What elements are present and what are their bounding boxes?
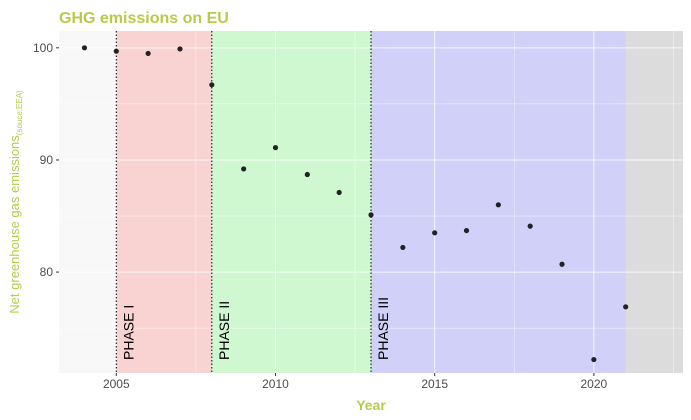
data-point-2019 xyxy=(559,261,565,267)
data-point-2011 xyxy=(304,171,310,178)
y-tick-label-80: 80 xyxy=(40,265,54,279)
data-point-2014 xyxy=(400,244,406,251)
data-point-2013 xyxy=(368,212,374,218)
chart-title: GHG emissions on EU xyxy=(59,10,229,27)
phase-label-2: PHASE II xyxy=(216,301,232,360)
phase-band-3 xyxy=(371,31,626,373)
phase-label-1: PHASE I xyxy=(120,305,136,360)
y-tick-label-100: 100 xyxy=(33,41,53,55)
y-axis-ticks: 80 90 100 xyxy=(33,41,59,279)
phase-bands xyxy=(59,31,626,373)
data-point-2021 xyxy=(623,304,629,310)
pre-phase-band xyxy=(59,31,117,373)
phase-boundaries xyxy=(115,31,372,373)
x-tick-label-2010: 2010 xyxy=(262,377,289,391)
data-point-2010 xyxy=(272,145,279,151)
x-tick-label-2015: 2015 xyxy=(421,377,448,391)
data-point-2008 xyxy=(209,82,215,88)
y-axis-label: Net greenhouse gas emissions(souce:EEA) xyxy=(7,90,24,314)
data-point-2015 xyxy=(432,230,438,236)
data-point-2017 xyxy=(495,202,501,208)
x-axis-label: Year xyxy=(356,397,386,413)
phase-labels: PHASE I PHASE II PHASE III xyxy=(120,297,391,360)
data-point-2020 xyxy=(591,356,597,363)
data-point-2006 xyxy=(145,50,151,57)
data-point-2018 xyxy=(527,223,533,229)
data-point-2005 xyxy=(113,48,119,54)
phase-label-3: PHASE III xyxy=(375,297,391,360)
phase-band-2 xyxy=(211,31,371,373)
data-point-2007 xyxy=(177,46,183,52)
data-points xyxy=(81,45,629,363)
data-point-2009 xyxy=(241,166,247,172)
data-point-2012 xyxy=(336,189,342,196)
x-tick-label-2020: 2020 xyxy=(581,377,608,391)
x-axis-ticks: 2005 2010 2015 2020 xyxy=(103,373,608,391)
data-point-2016 xyxy=(463,227,470,234)
y-tick-label-90: 90 xyxy=(40,153,54,167)
data-point-2004 xyxy=(81,45,88,51)
x-tick-label-2005: 2005 xyxy=(103,377,130,391)
y-axis-label-main: Net greenhouse gas emissions xyxy=(7,135,22,314)
y-axis-label-subscript: (souce:EEA) xyxy=(15,90,24,135)
